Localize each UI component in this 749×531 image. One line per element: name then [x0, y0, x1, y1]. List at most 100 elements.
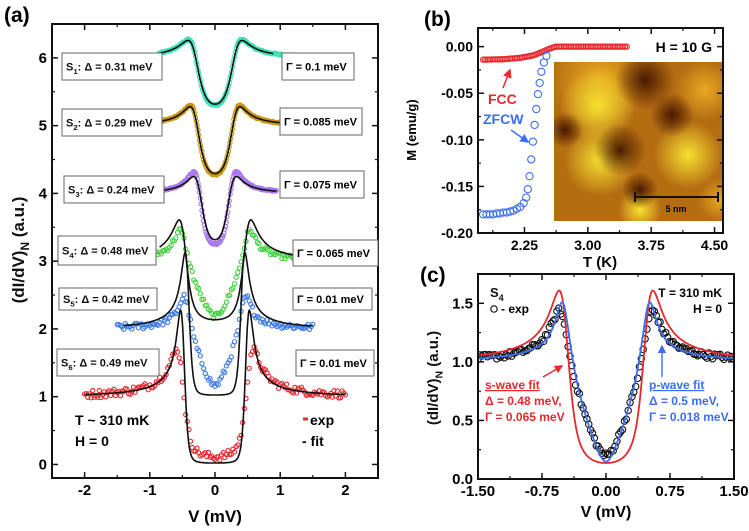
panel-c-xtick-label: 1.50 — [719, 483, 748, 500]
stm-feature — [594, 124, 646, 176]
exp-data-point — [292, 384, 298, 391]
label-box-s5-delta: S5: Δ = 0.42 meV — [58, 287, 158, 311]
delta-label: S6: Δ = 0.49 meV — [61, 358, 148, 372]
panel-a-ylabel-tail: (a.u.) — [9, 197, 28, 242]
panel-b-ytick-label: 0.00 — [446, 39, 473, 55]
panel-a-xtick-label: 0 — [211, 482, 219, 499]
gamma-label: Γ = 0.075 meV — [284, 180, 358, 192]
panel-c-xlabel: V (mV) — [581, 504, 632, 521]
exp-data-point — [539, 337, 548, 345]
panel-a-ytick-label: 3 — [39, 253, 47, 270]
stm-feature — [554, 112, 583, 148]
zfcw-arrow — [510, 129, 530, 143]
panel-a-ylabel-sub: N — [18, 242, 32, 251]
exp-data-point — [244, 293, 251, 299]
exp-data-point — [215, 381, 221, 388]
panel-label-a: (a) — [4, 4, 30, 27]
panel-a-ytick-label: 5 — [39, 118, 47, 135]
field-annotation: H = 0 — [75, 433, 109, 449]
gamma-label: Γ = 0.065 meV — [297, 248, 371, 260]
exp-data-point — [205, 449, 212, 456]
label-box-frame — [292, 239, 379, 267]
exp-data-point — [179, 296, 186, 302]
label-box-s6-gamma: Γ = 0.01 meV — [295, 349, 375, 377]
exp-data-point — [181, 291, 187, 298]
panel-b-ytick-label: -0.10 — [441, 132, 473, 148]
exp-data-point — [310, 321, 316, 327]
delta-label: S4: Δ = 0.48 meV — [62, 246, 149, 260]
series-s1-fit-line — [159, 39, 274, 106]
stm-image-features — [554, 62, 722, 221]
label-box-frame — [279, 170, 365, 199]
legend-exp: - exp — [501, 302, 529, 316]
zfcw-data-point — [505, 207, 515, 216]
panel-b-xtick-label: 2.25 — [511, 237, 538, 253]
exp-data-point — [727, 352, 734, 361]
legend-exp-marker — [490, 305, 498, 313]
series-s4-exp — [153, 226, 316, 322]
panel-c-xtick-label: 0.75 — [655, 483, 684, 500]
delta-label-main: S — [63, 294, 70, 306]
s-wave-fit-arrow — [542, 365, 564, 378]
label-box-frame — [292, 287, 373, 311]
delta-label-main: S — [61, 358, 68, 370]
exp-data-point — [90, 387, 96, 394]
zfcw-label: ZFCW — [483, 111, 524, 127]
zfcw-data-point — [522, 193, 531, 202]
label-box-s6-delta: S6: Δ = 0.49 meV — [56, 348, 160, 377]
exp-data-point — [192, 279, 199, 285]
exp-data-point — [549, 317, 557, 325]
p-wave-fit-line — [478, 301, 734, 463]
label-box-s4-gamma: Γ = 0.065 meV — [292, 239, 379, 267]
exp-data-point — [187, 316, 194, 323]
exp-data-point — [228, 354, 234, 360]
temperature-annotation: T = 310 mK — [658, 286, 722, 300]
delta-label-main: S — [68, 185, 75, 197]
label-box-s2-gamma: Γ = 0.085 meV — [279, 107, 363, 136]
exp-data-point — [230, 285, 236, 291]
delta-label-tail: : Δ = 0.42 meV — [75, 294, 151, 306]
exp-data-point — [334, 388, 340, 394]
panel-a-xtick-label: -2 — [78, 482, 91, 499]
panel-a-ytick-label: 6 — [39, 50, 47, 67]
zfcw-data-point — [527, 155, 536, 164]
delta-label-tail: : Δ = 0.49 meV — [73, 358, 149, 370]
legend-fit: - fit — [302, 433, 324, 449]
exp-data-point — [217, 457, 223, 463]
panel-c-ytick-label: 0.5 — [452, 412, 473, 429]
label-box-frame — [63, 175, 165, 204]
fcc-label: FCC — [488, 91, 517, 107]
exp-data-point — [179, 379, 186, 385]
stm-feature — [622, 172, 658, 208]
stm-feature — [698, 178, 722, 221]
panel-label-b: (b) — [424, 8, 451, 31]
temperature-annotation: T ~ 310 mK — [75, 412, 149, 428]
panel-a-ytick-label: 0 — [39, 456, 47, 473]
label-box-frame — [295, 349, 375, 377]
label-box-s1-gamma: Γ = 0.1 meV — [281, 52, 355, 81]
zfcw-data-point — [542, 51, 551, 61]
panel-a-ylabel-main: (dI/dV) — [9, 251, 28, 304]
panel-b-plot-area — [478, 43, 630, 219]
gamma-label: Γ = 0.01 meV — [300, 358, 368, 370]
exp-data-point — [189, 268, 195, 275]
exp-data-point — [231, 281, 238, 287]
series-fcc — [479, 43, 630, 63]
panel-b-xtick-label: 3.75 — [638, 237, 665, 253]
exp-data-point — [191, 334, 197, 340]
label-box-s3-gamma: Γ = 0.075 meV — [279, 170, 365, 199]
exp-data-point — [236, 316, 243, 323]
panel-b-xtick-label: 3.00 — [574, 237, 601, 253]
exp-data-point — [194, 445, 200, 451]
exp-data-point — [173, 235, 179, 241]
zfcw-data-point — [532, 104, 541, 114]
exp-data-point — [163, 371, 169, 378]
panel-c-ytick-label: 1.0 — [452, 354, 473, 371]
exp-data-point — [176, 355, 182, 361]
delta-label: S1: Δ = 0.31 meV — [66, 62, 153, 76]
panel-b-ytick-label: -0.20 — [441, 225, 473, 241]
label-box-s2-delta: S2: Δ = 0.29 meV — [61, 108, 163, 137]
label-box-s5-gamma: Γ = 0.01 meV — [292, 287, 373, 311]
exp-data-point — [111, 386, 117, 392]
